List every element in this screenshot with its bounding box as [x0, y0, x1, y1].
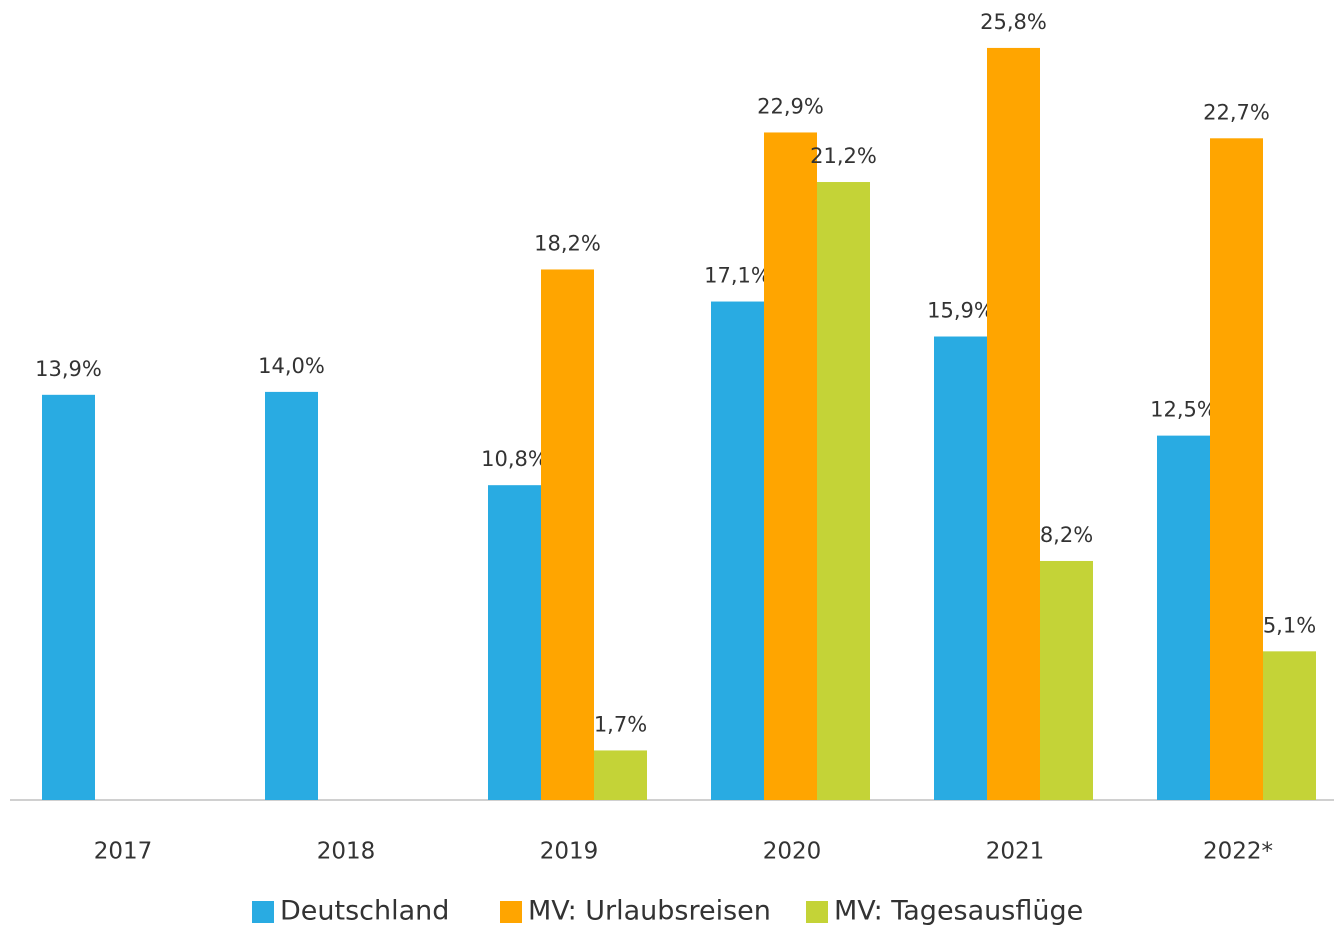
bar: [1210, 138, 1263, 801]
bar: [488, 485, 541, 800]
value-label: 10,8%: [481, 447, 548, 471]
x-tick-label: 2020: [763, 839, 822, 865]
bar: [42, 394, 95, 800]
bar: [594, 750, 647, 800]
bar: [711, 301, 764, 800]
x-tick-label: 2022*: [1203, 839, 1273, 865]
value-label: 5,1%: [1263, 613, 1316, 637]
x-tick-label: 2018: [317, 839, 376, 865]
legend-label: MV: Urlaubsreisen: [528, 896, 771, 927]
value-label: 1,7%: [594, 712, 647, 736]
bar: [1157, 435, 1210, 800]
value-label: 8,2%: [1040, 523, 1093, 547]
bar: [1263, 651, 1316, 800]
bar: [1040, 560, 1093, 800]
value-label: 21,2%: [810, 144, 877, 168]
bar: [265, 391, 318, 800]
bar: [987, 47, 1040, 801]
bar: [541, 269, 594, 801]
value-label: 25,8%: [980, 10, 1047, 34]
value-label: 17,1%: [704, 264, 771, 288]
bar: [817, 182, 870, 800]
value-label: 18,2%: [534, 231, 601, 255]
value-label: 15,9%: [927, 299, 994, 323]
value-label: 22,7%: [1203, 100, 1270, 124]
bar: [764, 132, 817, 801]
legend-swatch: [252, 901, 274, 923]
legend-swatch: [500, 901, 522, 923]
x-tick-label: 2021: [986, 839, 1045, 865]
x-tick-label: 2017: [94, 839, 153, 865]
legend-swatch: [806, 901, 828, 923]
value-label: 13,9%: [35, 357, 102, 381]
legend-label: MV: Tagesausflüge: [834, 896, 1083, 927]
value-label: 12,5%: [1150, 398, 1217, 422]
x-tick-label: 2019: [540, 839, 599, 865]
legend-label: Deutschland: [280, 896, 449, 927]
value-label: 14,0%: [258, 354, 325, 378]
value-label: 22,9%: [757, 94, 824, 118]
bar: [934, 336, 987, 800]
